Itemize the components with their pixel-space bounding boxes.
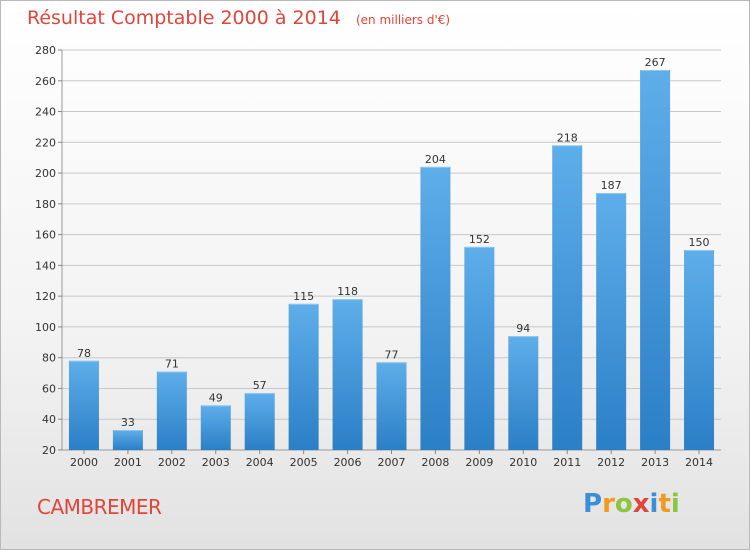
y-axis-ticks: 20 40 60 80 100 120 140 160 180 200 220 240 260 280: [35, 44, 62, 457]
bar: [464, 246, 495, 450]
bar: [156, 371, 187, 450]
y-tick-label: 100: [35, 321, 56, 334]
x-tick-label: 2008: [421, 456, 449, 469]
location-name: CAMBREMER: [37, 495, 162, 519]
y-tick-label: 40: [42, 413, 56, 426]
y-tick-label: 240: [35, 106, 56, 119]
data-label: 49: [209, 391, 223, 404]
logo-letter: i: [670, 489, 680, 519]
y-tick-label: 20: [42, 444, 56, 457]
data-label: 78: [77, 347, 91, 360]
x-axis-ticks: 2000 2001 2002 2003 2004 2005 2006 2007 2008 2009…: [70, 450, 713, 469]
x-tick-label: 2013: [641, 456, 669, 469]
data-label: 152: [469, 233, 490, 246]
bar: [244, 393, 275, 450]
data-label: 267: [645, 56, 666, 69]
data-label: 204: [425, 153, 446, 166]
bar: [200, 405, 231, 450]
bar: [596, 193, 627, 451]
logo-letter: P: [583, 489, 603, 519]
x-tick-label: 2001: [114, 456, 142, 469]
bars: [68, 70, 715, 451]
x-tick-label: 2012: [597, 456, 625, 469]
bar: [420, 166, 451, 450]
title-row: Résultat Comptable 2000 à 2014 (en milli…: [27, 7, 450, 29]
bar: [68, 360, 99, 450]
bar: [684, 250, 715, 450]
logo-letter: x: [632, 489, 650, 519]
bar: [508, 336, 539, 450]
x-tick-label: 2014: [685, 456, 713, 469]
bar: [288, 303, 319, 450]
data-label: 150: [689, 236, 710, 249]
x-tick-label: 2009: [465, 456, 493, 469]
y-tick-label: 120: [35, 290, 56, 303]
proxiti-logo: Proxiti: [583, 489, 680, 519]
data-label: 94: [516, 322, 530, 335]
y-tick-label: 140: [35, 259, 56, 272]
data-label: 218: [557, 131, 578, 144]
y-tick-label: 180: [35, 198, 56, 211]
x-tick-label: 2010: [509, 456, 537, 469]
x-tick-label: 2011: [553, 456, 581, 469]
x-tick-label: 2000: [70, 456, 98, 469]
bar: [112, 430, 143, 450]
data-label: 33: [121, 416, 135, 429]
data-label: 71: [165, 358, 179, 371]
chart-title: Résultat Comptable 2000 à 2014: [27, 7, 341, 29]
x-tick-label: 2002: [158, 456, 186, 469]
y-tick-label: 200: [35, 167, 56, 180]
bar: [376, 362, 407, 450]
x-tick-label: 2006: [334, 456, 362, 469]
data-labels: 78 33 71 49 57 115 118 77 204 152 94 218 187 267 150: [77, 56, 710, 429]
x-tick-label: 2005: [290, 456, 318, 469]
y-tick-label: 60: [42, 382, 56, 395]
y-tick-label: 260: [35, 75, 56, 88]
x-tick-label: 2003: [202, 456, 230, 469]
logo-letter: r: [602, 489, 615, 519]
chart-subtitle: (en milliers d'€): [355, 13, 451, 27]
data-label: 187: [601, 179, 622, 192]
bar: [552, 145, 583, 450]
bar: [332, 299, 363, 450]
x-tick-label: 2007: [378, 456, 406, 469]
x-tick-label: 2004: [246, 456, 274, 469]
logo-letter: t: [658, 489, 671, 519]
data-label: 77: [385, 348, 399, 361]
y-tick-label: 160: [35, 229, 56, 242]
y-tick-label: 280: [35, 44, 56, 57]
logo-letter: i: [649, 489, 659, 519]
data-label: 115: [293, 290, 314, 303]
y-tick-label: 80: [42, 352, 56, 365]
logo-letter: o: [614, 489, 633, 519]
bar: [640, 70, 671, 450]
data-label: 118: [337, 285, 358, 298]
y-tick-label: 220: [35, 136, 56, 149]
data-label: 57: [253, 379, 267, 392]
